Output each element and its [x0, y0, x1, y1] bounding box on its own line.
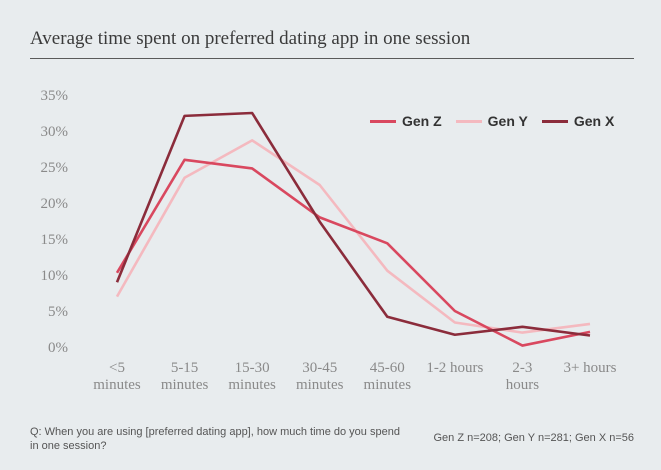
x-tick-label: 45-60 minutes [364, 360, 412, 393]
legend-label: Gen Y [487, 113, 528, 129]
legend-swatch [541, 119, 568, 123]
series-lines [115, 111, 591, 347]
y-tick-label: 5% [48, 304, 68, 320]
chart-title: Average time spent on preferred dating a… [30, 28, 471, 49]
legend: Gen Z Gen Y Gen X [370, 113, 614, 129]
x-tick-label: 1-2 hours [426, 360, 483, 376]
legend-label: Gen X [573, 113, 615, 129]
y-tick-label: 30% [41, 124, 69, 140]
x-axis: <5 minutes 5-15 minutes 15-30 minutes 30-45 min… [93, 360, 616, 393]
x-tick-label: <5 minutes [93, 360, 141, 393]
series-line-gen-x [115, 111, 591, 337]
sample-size-note: Gen Z n=208; Gen Y n=281; Gen X n=56 [433, 432, 635, 444]
y-tick-label: 25% [41, 160, 69, 176]
y-tick-label: 35% [41, 88, 69, 104]
title-divider [30, 58, 634, 59]
y-tick-label: 0% [48, 340, 68, 356]
legend-item-gen-z: Gen Z [370, 113, 442, 129]
y-axis: 0% 5% 10% 15% 20% 25% 30% 35% [41, 88, 69, 356]
legend-item-gen-y: Gen Y [455, 113, 528, 129]
x-tick-label: 5-15 minutes [161, 360, 209, 393]
y-tick-label: 10% [41, 268, 69, 284]
x-tick-label: 15-30 minutes [228, 360, 276, 393]
series-line-gen-z [115, 158, 591, 347]
series-line-gen-y [115, 139, 591, 334]
y-tick-label: 20% [41, 196, 69, 212]
legend-swatch [370, 119, 396, 123]
x-tick-label: 3+ hours [563, 360, 616, 376]
legend-label: Gen Z [402, 113, 442, 129]
x-tick-label: 30-45 minutes [296, 360, 344, 393]
y-tick-label: 15% [41, 232, 69, 248]
x-tick-label: 2-3 hours [506, 360, 539, 393]
legend-item-gen-x: Gen X [541, 113, 615, 129]
question-footnote: Q: When you are using [preferred dating … [30, 426, 400, 452]
legend-swatch [455, 119, 482, 123]
